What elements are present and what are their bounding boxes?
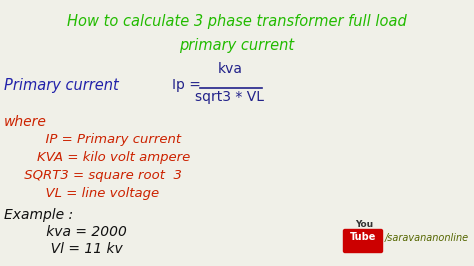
Text: /saravananonline: /saravananonline [385, 233, 469, 243]
Text: KVA = kilo volt ampere: KVA = kilo volt ampere [20, 151, 190, 164]
Text: kva: kva [218, 62, 243, 76]
Text: How to calculate 3 phase transformer full load: How to calculate 3 phase transformer ful… [67, 14, 407, 29]
Text: You: You [355, 220, 373, 229]
Text: SQRT3 = square root  3: SQRT3 = square root 3 [20, 169, 182, 182]
Text: IP = Primary current: IP = Primary current [20, 133, 181, 146]
Text: VL = line voltage: VL = line voltage [20, 187, 159, 200]
Text: sqrt3 * VL: sqrt3 * VL [195, 90, 264, 104]
Text: kva = 2000: kva = 2000 [20, 225, 127, 239]
Text: where: where [4, 115, 47, 129]
Text: primary current: primary current [180, 38, 294, 53]
Text: Vl = 11 kv: Vl = 11 kv [20, 242, 123, 256]
FancyBboxPatch shape [344, 230, 383, 252]
Text: Ip =: Ip = [172, 78, 201, 92]
Text: Tube: Tube [350, 232, 376, 242]
Text: Primary current: Primary current [4, 78, 123, 93]
Text: Example :: Example : [4, 208, 73, 222]
